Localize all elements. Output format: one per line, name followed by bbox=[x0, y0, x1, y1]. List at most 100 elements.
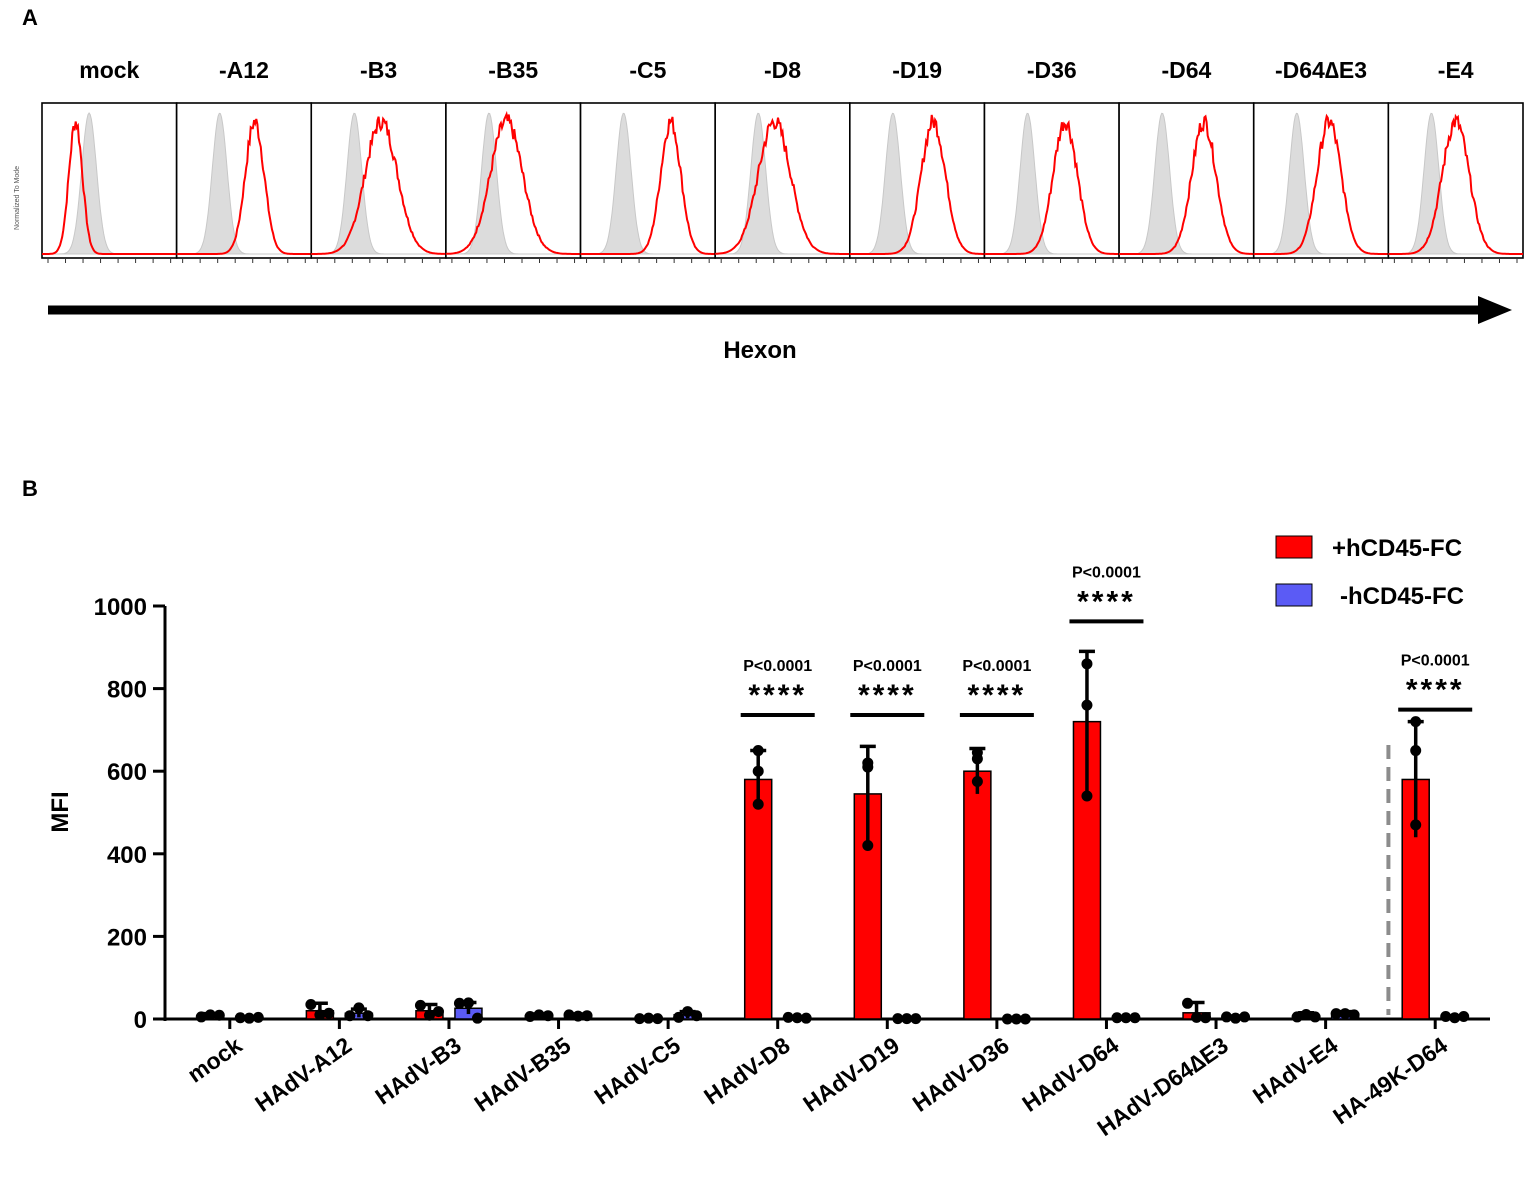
significance-stars: **** bbox=[748, 679, 807, 712]
sample-curve-7 bbox=[984, 119, 1120, 255]
data-point bbox=[1410, 745, 1422, 757]
data-point bbox=[862, 757, 874, 769]
legend-swatch-plus bbox=[1275, 535, 1313, 559]
data-point bbox=[252, 1011, 264, 1023]
sample-curve-8 bbox=[1119, 114, 1254, 255]
category-label: HA-49K-D64 bbox=[1328, 1032, 1452, 1130]
histogram-box-5 bbox=[714, 102, 851, 259]
p-value: P<0.0001 bbox=[1401, 653, 1470, 670]
data-point bbox=[634, 1013, 646, 1025]
histogram-title-7: -D36 bbox=[1027, 57, 1077, 83]
histogram-title-6: -D19 bbox=[892, 57, 942, 83]
data-point bbox=[1019, 1013, 1031, 1025]
data-point bbox=[971, 753, 983, 765]
histogram-title-4: -C5 bbox=[629, 57, 666, 83]
category-label: HAdV-D8 bbox=[699, 1032, 795, 1110]
category-label: HAdV-A12 bbox=[250, 1032, 356, 1117]
data-point bbox=[1440, 1011, 1452, 1023]
data-point bbox=[1200, 1012, 1212, 1024]
data-point bbox=[1221, 1011, 1233, 1023]
data-point bbox=[1339, 1008, 1351, 1020]
data-point bbox=[752, 745, 764, 757]
isotype-curve-4 bbox=[580, 112, 716, 255]
sample-curve-10 bbox=[1388, 113, 1523, 255]
significance-stars: **** bbox=[1077, 585, 1136, 618]
data-point bbox=[910, 1013, 922, 1025]
bar-plus bbox=[963, 770, 992, 1020]
sample-curve-6 bbox=[849, 114, 985, 255]
data-point bbox=[1330, 1008, 1342, 1020]
data-point bbox=[362, 1010, 374, 1022]
data-point bbox=[471, 1012, 483, 1024]
data-point bbox=[581, 1010, 593, 1022]
category-label: HAdV-C5 bbox=[589, 1032, 685, 1110]
significance-stars: **** bbox=[1406, 674, 1465, 707]
p-value: P<0.0001 bbox=[743, 658, 812, 675]
sample-curve-5 bbox=[715, 117, 850, 255]
data-point bbox=[344, 1010, 356, 1022]
legend-swatch-minus bbox=[1275, 583, 1313, 607]
histogram-box-0 bbox=[41, 102, 178, 259]
data-point bbox=[305, 999, 317, 1011]
histogram-title-9: -D64∆E3 bbox=[1275, 57, 1367, 83]
y-tick-label: 1000 bbox=[94, 594, 147, 621]
histogram-box-3 bbox=[445, 102, 582, 259]
sample-curve-9 bbox=[1253, 113, 1389, 255]
data-point bbox=[1300, 1008, 1312, 1020]
category-label: HAdV-B3 bbox=[370, 1032, 466, 1110]
data-point bbox=[563, 1009, 575, 1021]
histogram-panels bbox=[41, 102, 1524, 263]
legend-label-minus: -hCD45-FC bbox=[1340, 583, 1464, 610]
hexon-axis-label: Hexon bbox=[723, 337, 796, 364]
data-point bbox=[1081, 658, 1093, 670]
data-point bbox=[314, 1009, 326, 1021]
data-point bbox=[971, 776, 983, 788]
histogram-titles: mock -A12 -B3 -B35 -C5 -D8 -D19 -D36 -D64 -D64∆E3… bbox=[79, 57, 1474, 83]
hexon-arrow-head bbox=[1478, 296, 1512, 324]
histogram-title-5: -D8 bbox=[764, 57, 801, 83]
y-tick-label: 0 bbox=[134, 1007, 147, 1034]
histogram-y-axis-label: Normalized To Mode bbox=[14, 166, 21, 230]
data-point bbox=[323, 1007, 335, 1019]
data-point bbox=[423, 1009, 435, 1021]
data-point bbox=[892, 1013, 904, 1025]
data-point bbox=[195, 1011, 207, 1023]
p-value: P<0.0001 bbox=[962, 658, 1031, 675]
data-point bbox=[1458, 1011, 1470, 1023]
data-point bbox=[1191, 1011, 1203, 1023]
data-point bbox=[1449, 1012, 1461, 1024]
data-point bbox=[643, 1012, 655, 1024]
legend-label-plus: +hCD45-FC bbox=[1332, 535, 1462, 562]
data-point bbox=[432, 1006, 444, 1018]
data-point bbox=[542, 1010, 554, 1022]
category-label: HAdV-D36 bbox=[908, 1032, 1014, 1117]
data-point bbox=[682, 1006, 694, 1018]
data-point bbox=[1348, 1009, 1360, 1021]
data-point bbox=[572, 1010, 584, 1022]
sample-curve-2 bbox=[311, 116, 446, 255]
y-tick-label: 600 bbox=[107, 759, 147, 786]
data-point bbox=[691, 1010, 703, 1022]
isotype-curve-8 bbox=[1119, 112, 1254, 255]
data-point bbox=[524, 1011, 536, 1023]
data-point bbox=[673, 1011, 685, 1023]
data-point bbox=[1291, 1011, 1303, 1023]
histogram-title-3: -B35 bbox=[488, 57, 538, 83]
histogram-box-6 bbox=[849, 102, 986, 259]
data-point bbox=[1410, 819, 1422, 831]
data-point bbox=[1081, 699, 1093, 711]
data-point bbox=[862, 840, 874, 852]
legend: +hCD45-FC -hCD45-FC bbox=[1275, 535, 1464, 610]
category-label: HAdV-B35 bbox=[469, 1032, 575, 1117]
data-point bbox=[1230, 1012, 1242, 1024]
data-point bbox=[752, 765, 764, 777]
significance-stars: **** bbox=[858, 679, 917, 712]
histogram-box-4 bbox=[579, 102, 716, 259]
sample-curve-4 bbox=[580, 116, 716, 255]
data-point bbox=[652, 1013, 664, 1025]
panel-b-label: B bbox=[22, 476, 38, 501]
data-point bbox=[791, 1012, 803, 1024]
data-point bbox=[752, 798, 764, 810]
